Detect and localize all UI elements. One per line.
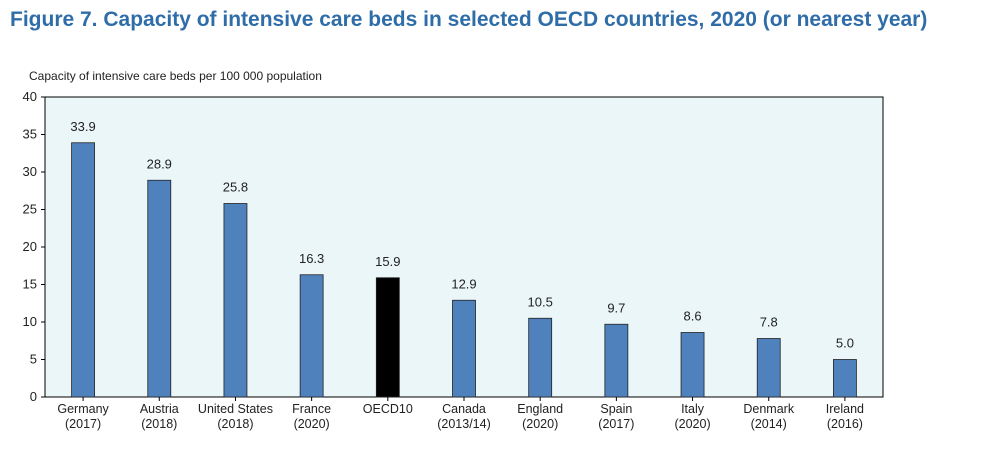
y-tick-label: 30 <box>23 164 37 179</box>
y-tick-label: 35 <box>23 127 37 142</box>
x-category-label: Ireland <box>826 402 864 416</box>
x-category-label: Spain <box>600 402 632 416</box>
data-label: 10.5 <box>528 294 553 309</box>
bar <box>147 179 172 398</box>
bar <box>299 274 324 398</box>
y-tick-label: 15 <box>23 277 37 292</box>
bar <box>452 299 476 398</box>
x-category-year: (2014) <box>751 417 787 431</box>
data-label: 15.9 <box>375 254 400 269</box>
y-tick-label: 5 <box>30 352 37 367</box>
bar <box>528 317 553 398</box>
x-category-label: United States <box>198 402 273 416</box>
bar <box>756 338 781 398</box>
y-tick-label: 0 <box>30 389 37 404</box>
data-label: 5.0 <box>836 336 854 351</box>
x-category-year: (2020) <box>294 417 330 431</box>
data-labels: 33.9 28.9 25.8 16.3 15.9 12.9 10.5 9.7 8.6 7.8 5.0 <box>70 119 854 351</box>
y-tick-label: 20 <box>23 239 37 254</box>
x-category-label: OECD10 <box>363 402 413 416</box>
x-category-label: Denmark <box>743 402 794 416</box>
y-axis-label: Capacity of intensive care beds per 100 … <box>29 69 322 83</box>
data-label: 28.9 <box>147 156 172 171</box>
x-category-year: (2017) <box>65 417 101 431</box>
data-label: 9.7 <box>607 300 625 315</box>
y-tick-label: 25 <box>23 202 37 217</box>
bar-oecd10 <box>375 277 400 398</box>
figure-title: Figure 7. Capacity of intensive care bed… <box>10 8 928 31</box>
x-category-label: Italy <box>681 402 705 416</box>
x-category-year: (2017) <box>598 417 634 431</box>
data-label: 25.8 <box>223 180 248 195</box>
y-axis: 0 5 10 15 20 25 30 35 40 <box>23 89 45 404</box>
data-label: 16.3 <box>299 251 324 266</box>
bars <box>71 142 857 398</box>
x-category-label: England <box>517 402 563 416</box>
x-category-year: (2013/14) <box>437 417 491 431</box>
x-category-year: (2018) <box>217 417 253 431</box>
bar <box>604 323 629 398</box>
data-label: 12.9 <box>451 276 476 291</box>
data-label: 8.6 <box>684 309 702 324</box>
x-category-year: (2016) <box>827 417 863 431</box>
x-category-year: (2020) <box>522 417 558 431</box>
x-category-label: Germany <box>57 402 109 416</box>
x-category-label: Austria <box>140 402 179 416</box>
data-label: 33.9 <box>70 119 95 134</box>
bar <box>833 359 857 398</box>
bar <box>71 142 95 398</box>
y-tick-label: 10 <box>23 314 37 329</box>
x-axis: Germany(2017)Austria(2018)United States(… <box>57 397 864 431</box>
data-label: 7.8 <box>760 315 778 330</box>
bar <box>680 332 705 398</box>
x-category-year: (2020) <box>674 417 710 431</box>
bar <box>223 203 248 398</box>
y-tick-label: 40 <box>23 89 37 104</box>
x-category-label: Canada <box>442 402 486 416</box>
x-category-year: (2018) <box>141 417 177 431</box>
x-category-label: France <box>292 402 331 416</box>
